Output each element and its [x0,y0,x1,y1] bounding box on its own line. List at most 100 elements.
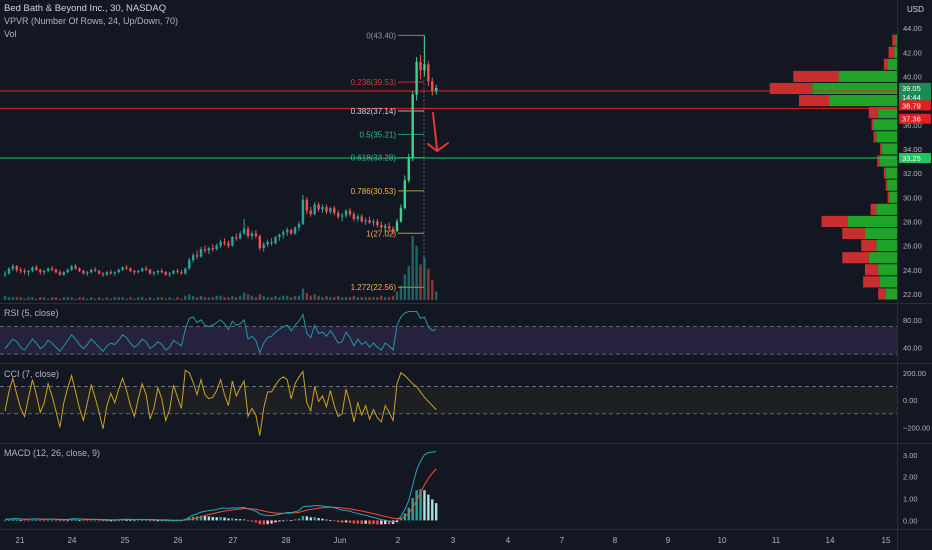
volume-bar [172,298,175,300]
volume-bar [54,297,58,300]
macd-histogram-bar [109,520,113,522]
macd-histogram-bar [360,520,363,524]
time-tick-label: 11 [772,536,781,545]
horizontal-lines [0,90,897,159]
currency-label[interactable]: USD [907,5,924,14]
candle-body [282,232,285,235]
fib-retracement[interactable]: 0(43.40) 0.236(39.53) 0.382(37.14) 0.5(35.2… [351,31,425,292]
macd-histogram-bar [54,520,58,522]
macd-histogram-bar [325,519,328,521]
candle-body [289,229,293,234]
vpvr-row-up [889,191,897,203]
macd-histogram-bar [431,499,434,521]
macd-histogram-bar [387,520,391,525]
candle-body [74,266,77,269]
vpvr-row-up [878,107,897,119]
volume-bar [254,297,258,300]
volume-bar [58,298,62,300]
macd-histogram-bar [364,520,367,524]
time-axis[interactable]: 21 24 25 26 27 28 Jun 2 3 4 7 8 9 10 11 14 15 [16,536,891,545]
vpvr-row-down [888,46,895,58]
rsi-tick-label: 80.00 [903,316,922,325]
rsi-line [4,311,437,355]
macd-title[interactable]: MACD (12, 26, close, 9) [4,448,100,458]
candle-body [191,255,195,261]
volume-bar [82,297,85,300]
volume-bar [399,285,403,300]
volume-bar [90,297,93,300]
time-tick-label: Jun [334,536,347,545]
macd-histogram-bar [301,516,305,521]
volume-bar [333,297,336,300]
macd-histogram-bar [46,520,50,522]
chart-title[interactable]: Bed Bath & Beyond Inc., 30, NASDAQ [4,3,166,14]
volume-bar [423,257,426,300]
volume-bar [180,298,183,300]
vpvr-row-down [793,70,839,82]
candle-body [435,87,438,91]
price-tick-label: 30.00 [903,193,922,202]
candle-body [23,270,26,273]
price-axis[interactable]: 44.0042.0040.0038.0036.0034.0032.0030.00… [903,24,922,299]
volume-bar [321,297,324,300]
volume-bar [352,295,356,300]
candle-body [78,268,81,271]
volume-bar [415,245,418,300]
vpvr-row-up [838,70,897,82]
volume-bar [101,298,105,300]
vol-title[interactable]: Vol [4,29,17,39]
cci-tick-label: 200.00 [903,369,926,378]
macd-histogram-bar [121,519,124,521]
candle-body [164,272,167,275]
volume-bar [188,294,191,300]
vpvr-title[interactable]: VPVR (Number Of Rows, 24, Up/Down, 70) [4,16,178,26]
vpvr-row-up [873,119,897,131]
macd-histogram-bar [395,520,399,523]
volume-bar [219,295,222,300]
time-tick-label: 25 [121,536,130,545]
candle-body [70,266,73,270]
arrow-annotation[interactable] [427,112,449,153]
rsi-title[interactable]: RSI (5, close) [4,308,59,318]
candle-body [258,235,261,249]
volume-bar [384,297,387,300]
cci-title[interactable]: CCI (7, close) [4,369,59,379]
candle-body [333,208,336,213]
volume-bar [274,295,277,300]
vpvr-row-down [871,119,874,131]
volume-bar [11,297,15,300]
candle-body [286,229,289,233]
macd-histogram-bar [423,490,426,521]
time-tick-label: 21 [16,536,25,545]
volume-bar [337,295,340,300]
vpvr-row-down [883,167,886,179]
volume-bar [325,295,328,300]
candle-body [301,199,305,224]
candle-body [391,228,395,232]
candle-body [344,210,348,216]
fib-level-label: 0.786(30.53) [351,187,397,196]
macd-histogram-bar [74,519,77,521]
candle-body [419,61,422,71]
time-tick-label: 2 [396,536,401,545]
macd-histogram-bar [82,520,85,522]
volume-bar [66,297,69,300]
macd-histogram-bar [86,520,89,522]
volume-bar [46,298,50,300]
candle-body [137,270,140,273]
volume-bar [195,297,199,300]
candle-body [180,272,183,274]
macd-histogram-bar [199,515,203,521]
candle-body [227,243,230,246]
candle-body [109,272,113,274]
macd-histogram-bar [43,520,46,522]
macd-histogram-bar [137,520,140,522]
candle-body [262,244,265,249]
macd-histogram-bar [399,518,403,521]
vpvr-row-down [885,179,888,191]
vpvr-row-down [769,82,813,95]
volume-bar [372,297,375,300]
macd-histogram-bar [250,520,254,522]
candle-body [172,270,175,274]
